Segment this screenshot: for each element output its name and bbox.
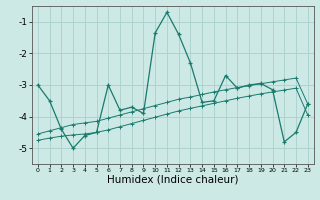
X-axis label: Humidex (Indice chaleur): Humidex (Indice chaleur) [107,175,238,185]
